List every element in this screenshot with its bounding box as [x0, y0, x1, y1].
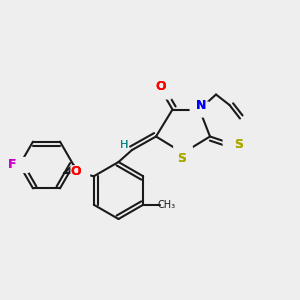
Text: O: O — [70, 165, 81, 178]
Text: O: O — [155, 80, 166, 94]
Text: F: F — [8, 158, 16, 172]
FancyBboxPatch shape — [10, 157, 29, 173]
Text: N: N — [196, 99, 206, 112]
Text: N: N — [196, 99, 206, 112]
Text: S: S — [235, 137, 244, 151]
Text: H: H — [119, 140, 128, 151]
Text: S: S — [177, 152, 186, 165]
FancyBboxPatch shape — [152, 83, 172, 100]
Text: O: O — [70, 165, 81, 178]
FancyBboxPatch shape — [70, 165, 90, 181]
FancyBboxPatch shape — [190, 101, 209, 118]
Text: O: O — [155, 80, 166, 94]
FancyBboxPatch shape — [173, 145, 193, 161]
Text: F: F — [8, 158, 16, 172]
FancyBboxPatch shape — [223, 136, 242, 152]
Text: H: H — [119, 140, 128, 151]
Text: S: S — [177, 152, 186, 165]
Text: CH₃: CH₃ — [157, 200, 175, 210]
Text: S: S — [235, 137, 244, 151]
